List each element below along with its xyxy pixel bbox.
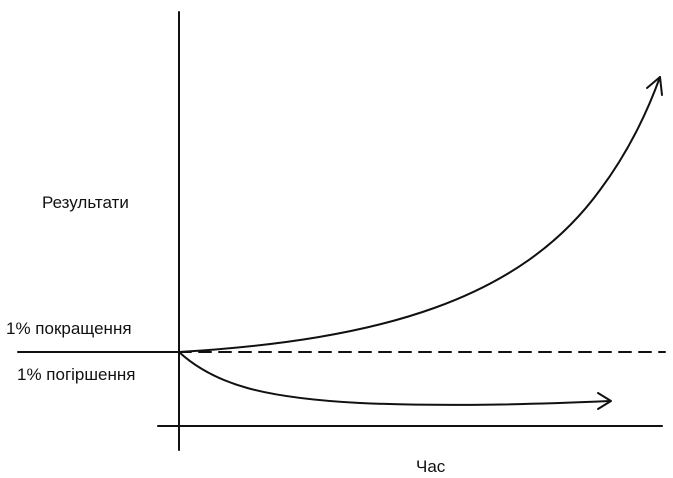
decline-label: 1% погіршення: [17, 365, 135, 384]
x-axis-label: Час: [416, 457, 446, 476]
decline-curve: [178, 351, 611, 406]
y-axis-label: Результати: [42, 193, 129, 212]
improvement-label: 1% покращення: [6, 319, 132, 338]
improvement-arrowhead: [646, 76, 663, 96]
improvement-curve: [178, 76, 661, 353]
decline-arrowhead: [597, 392, 612, 410]
